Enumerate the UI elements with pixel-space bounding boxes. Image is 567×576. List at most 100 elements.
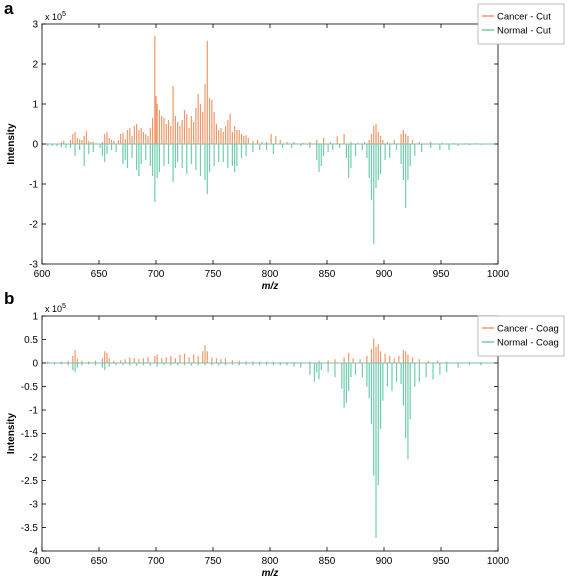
bar [115, 363, 117, 366]
y-tick-label: 0 [32, 140, 38, 151]
bar [211, 363, 213, 366]
bar [99, 144, 101, 148]
bar [430, 142, 432, 144]
x-tick-label: 750 [205, 269, 222, 280]
y-tick-label: -3.5 [21, 523, 39, 534]
bar [101, 358, 104, 363]
bar [245, 361, 247, 363]
bar [108, 138, 110, 144]
bar [300, 363, 302, 368]
bar [211, 357, 213, 363]
bar [138, 130, 140, 144]
bar [341, 363, 343, 389]
bar [441, 142, 443, 144]
bar [329, 142, 332, 144]
bar [418, 363, 420, 382]
bar [272, 361, 275, 363]
bar [195, 108, 197, 144]
bar [370, 144, 373, 200]
bar [177, 144, 179, 162]
bar [149, 128, 151, 144]
bar [167, 144, 170, 164]
x-tick-label: 850 [319, 269, 336, 280]
bar [370, 363, 373, 425]
bar [446, 361, 448, 363]
panel-label: b [4, 289, 14, 308]
y-axis-title: Intensity [6, 123, 17, 165]
bar [291, 144, 293, 148]
bar [161, 116, 163, 144]
bar [322, 144, 325, 156]
y-tick-label: -2.5 [21, 476, 39, 487]
bar [366, 355, 368, 363]
bar [172, 144, 174, 182]
bar [425, 363, 427, 378]
bar [265, 363, 268, 366]
bar [354, 363, 357, 375]
bar [386, 142, 389, 144]
bar [327, 360, 329, 363]
bar [60, 363, 62, 365]
bar [122, 144, 124, 164]
y-exponent-base: x 10 [45, 12, 62, 22]
x-tick-label: 700 [148, 556, 165, 567]
bar [74, 132, 76, 144]
bar [47, 361, 49, 363]
y-tick-label: 0 [32, 359, 38, 370]
bar [124, 144, 126, 160]
bar [293, 363, 295, 367]
y-tick-label: -1.5 [21, 429, 39, 440]
bar [208, 144, 211, 172]
bar [181, 120, 183, 144]
y-ticks: -3 -2 -1 0 1 2 3 [29, 20, 498, 271]
bar [122, 363, 124, 366]
bar [202, 351, 204, 363]
legend-entry: Cancer - Cut [497, 11, 551, 22]
bar [389, 355, 391, 363]
x-axis-title: m/z [262, 568, 279, 576]
y-tick-label: -4 [29, 547, 38, 558]
bar [174, 144, 176, 168]
bar [379, 363, 382, 429]
bar [229, 114, 231, 144]
bar [183, 353, 186, 363]
bar [190, 144, 192, 164]
bar [338, 144, 341, 148]
bar [126, 144, 129, 168]
bar [402, 144, 404, 180]
bar [179, 354, 181, 363]
bar [204, 84, 206, 144]
y-tick-label: -1 [29, 180, 38, 191]
bar [368, 140, 370, 144]
bar [281, 144, 284, 148]
bar [136, 144, 138, 170]
bar [136, 363, 138, 366]
bar [457, 363, 459, 368]
bar [245, 363, 247, 365]
bar [117, 140, 119, 144]
bar [368, 363, 370, 399]
bar [122, 132, 124, 144]
bar [352, 358, 354, 363]
bar [197, 94, 199, 144]
bar [370, 134, 373, 144]
bar [88, 363, 90, 365]
bar [382, 363, 384, 401]
bar [218, 130, 220, 144]
bar [108, 358, 110, 363]
bar [247, 138, 249, 144]
bar [231, 144, 233, 166]
bar [83, 144, 85, 166]
bar [110, 140, 113, 144]
bar [368, 144, 370, 178]
bar [186, 114, 188, 144]
bar [407, 136, 409, 144]
x-tick-label: 800 [262, 269, 279, 280]
bar [409, 363, 411, 420]
bar [177, 122, 179, 144]
bar [208, 98, 211, 144]
bar [265, 142, 268, 144]
bar [457, 144, 459, 146]
bar [345, 363, 347, 403]
bar [133, 358, 135, 363]
